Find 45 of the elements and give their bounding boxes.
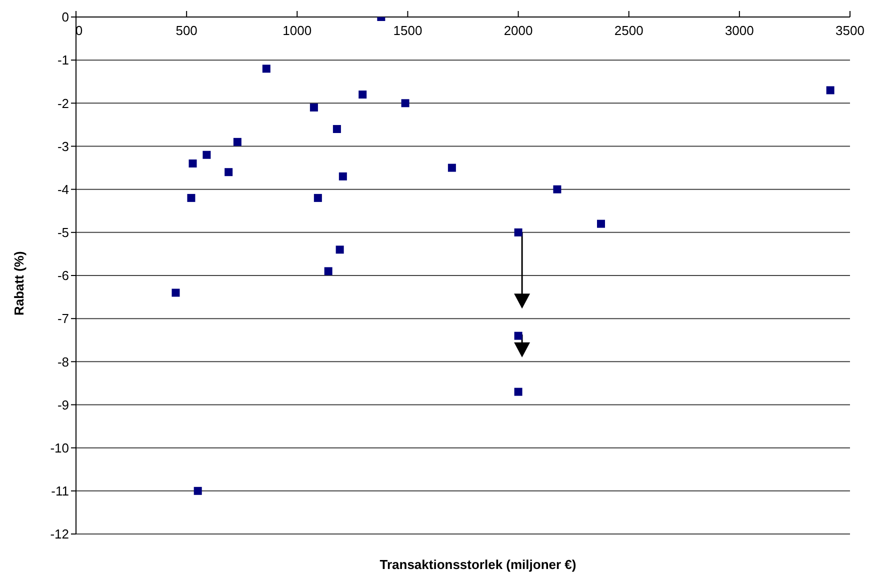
point bbox=[826, 86, 834, 94]
point bbox=[514, 228, 522, 236]
point bbox=[553, 185, 562, 194]
y-tick-label: -7 bbox=[57, 311, 69, 326]
point bbox=[188, 159, 197, 168]
point bbox=[233, 138, 242, 146]
y-tick-label: -5 bbox=[57, 225, 69, 240]
y-tick-label: -10 bbox=[50, 440, 69, 456]
point bbox=[187, 194, 196, 202]
x-tick-label: 500 bbox=[176, 23, 198, 38]
point bbox=[336, 246, 344, 254]
point bbox=[202, 150, 211, 159]
point bbox=[338, 172, 347, 180]
point bbox=[262, 64, 270, 73]
point bbox=[514, 332, 522, 340]
x-axis-title: Transaktionsstorlek (miljoner €) bbox=[380, 557, 576, 572]
y-tick-label: -12 bbox=[50, 526, 69, 542]
point bbox=[194, 486, 202, 495]
point bbox=[358, 90, 367, 99]
y-tick-label: -2 bbox=[57, 96, 69, 111]
point bbox=[514, 388, 522, 396]
x-tick-label: 1000 bbox=[282, 23, 312, 38]
y-tick-label: -4 bbox=[57, 182, 69, 197]
point bbox=[224, 168, 233, 176]
y-tick-label: -6 bbox=[57, 268, 69, 284]
x-tick-label: 2000 bbox=[504, 23, 533, 38]
x-tick-label: 3500 bbox=[836, 23, 864, 38]
point bbox=[332, 125, 341, 134]
point bbox=[314, 194, 322, 202]
point bbox=[172, 288, 180, 297]
point bbox=[401, 99, 410, 108]
y-tick-label: -8 bbox=[57, 354, 69, 370]
point bbox=[596, 220, 605, 228]
x-tick-label: 2500 bbox=[614, 23, 644, 38]
x-tick-label: 3000 bbox=[724, 23, 754, 38]
y-axis-title: Rabatt (%) bbox=[12, 251, 27, 316]
y-tick-label: -11 bbox=[51, 484, 69, 499]
point bbox=[448, 164, 456, 172]
y-tick-label: -3 bbox=[57, 138, 69, 154]
y-tick-label: -9 bbox=[57, 397, 69, 412]
y-tick-label: 0 bbox=[62, 10, 69, 25]
point bbox=[310, 103, 318, 112]
point bbox=[324, 267, 332, 276]
x-tick-label: 1500 bbox=[393, 23, 422, 38]
y-tick-label: -1 bbox=[57, 52, 69, 68]
